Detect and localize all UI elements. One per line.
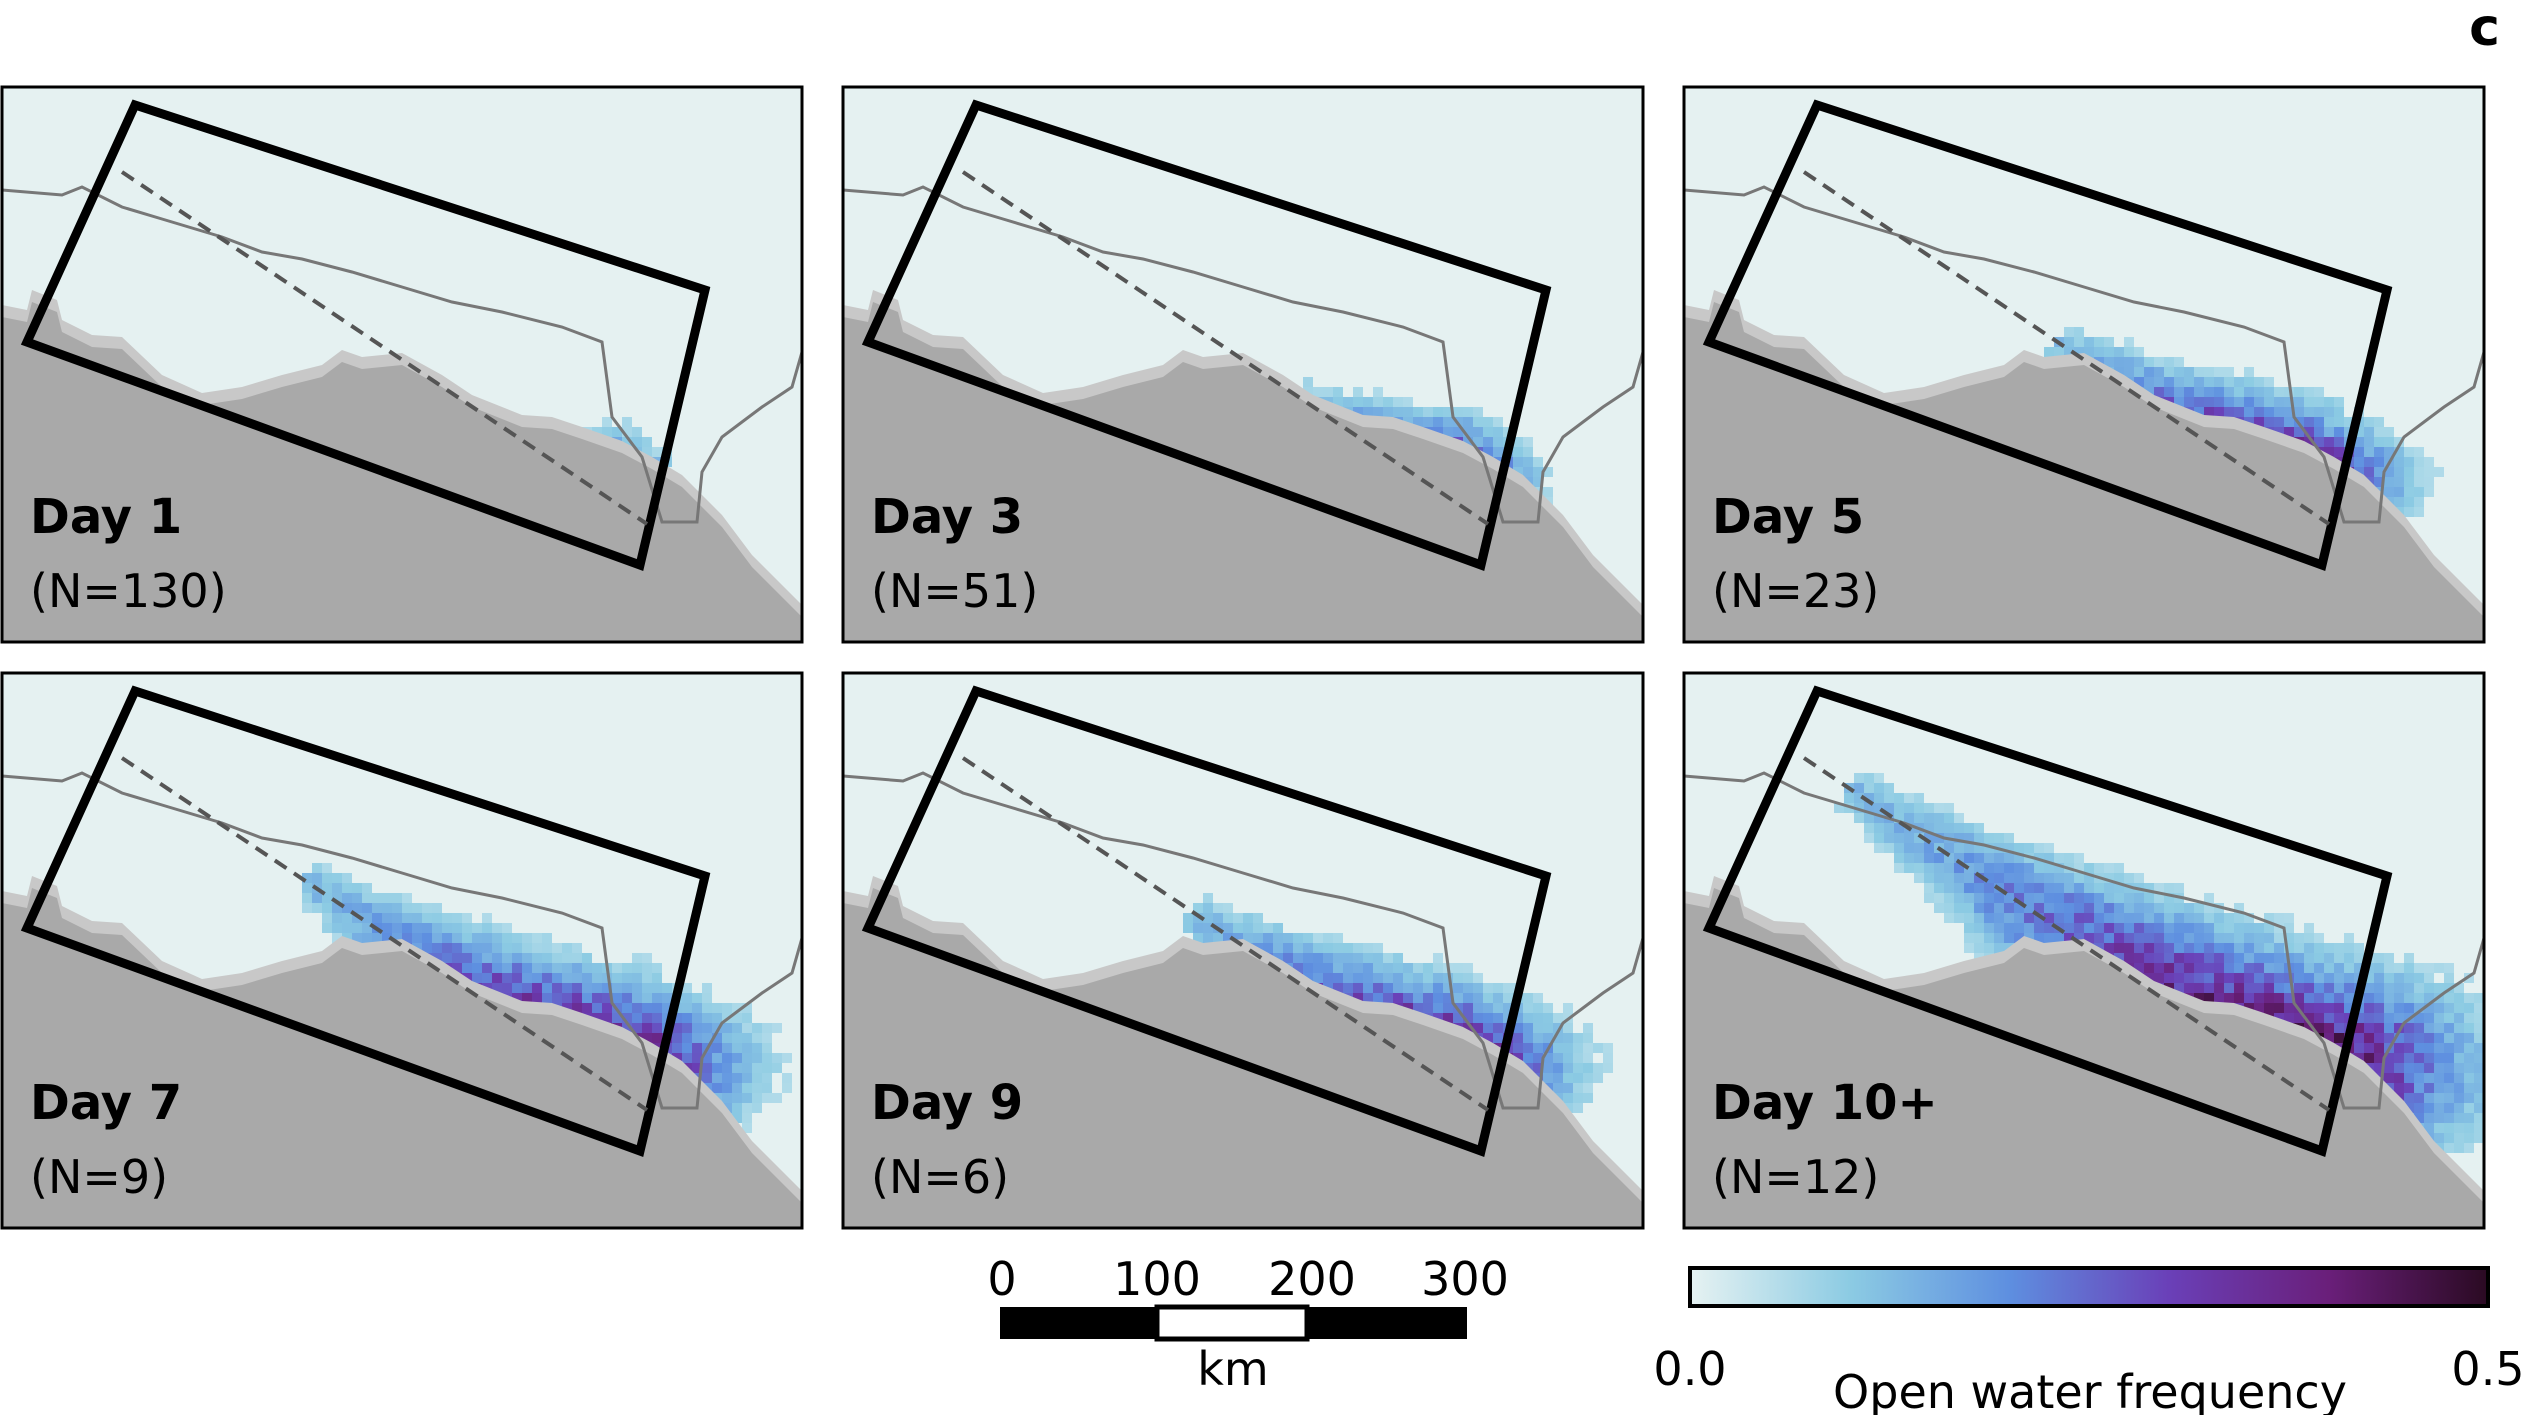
- map-panel-4: Day 9 (N=6): [841, 671, 1645, 1230]
- boundary-line: [843, 771, 1643, 1110]
- region-box: [861, 685, 1552, 1157]
- scale-tick-0: 0: [987, 1252, 1016, 1306]
- map-panel-2: Day 5 (N=23): [1682, 85, 2486, 644]
- boundary-line: [843, 185, 1643, 524]
- colorbar: 0.0 0.5 Open water frequency: [1653, 1266, 2522, 1415]
- scale-unit: km: [1197, 1342, 1268, 1396]
- scale-tick-100: 100: [1113, 1252, 1201, 1306]
- panel-count-label: (N=6): [871, 1150, 1009, 1204]
- land-mass: [1684, 888, 2484, 1228]
- region-box: [861, 99, 1552, 571]
- boundary-line: [1684, 185, 2484, 524]
- scale-bar-segment-0: [1000, 1307, 1157, 1339]
- boundary-line: [2, 185, 802, 524]
- panel-count-label: (N=12): [1712, 1150, 1879, 1204]
- land-mass: [2, 302, 802, 642]
- panel-frame: [1682, 85, 2486, 644]
- colorbar-title: Open water frequency: [1833, 1365, 2347, 1415]
- panel-day-label: Day 5: [1712, 489, 1864, 545]
- boundary-line: [1684, 771, 2484, 1110]
- map-panel-1: Day 3 (N=51): [841, 85, 1645, 644]
- track-line: [961, 756, 1490, 1112]
- land-mass: [843, 888, 1643, 1228]
- map-panel-0: Day 1 (N=130): [0, 85, 804, 644]
- panel-day-label: Day 1: [30, 489, 182, 545]
- region-box: [1702, 99, 2393, 571]
- panel-day-label: Day 10+: [1712, 1075, 1938, 1131]
- track-line: [120, 756, 649, 1112]
- figure-corner-letter: c: [2469, 0, 2500, 58]
- region-box: [20, 685, 711, 1157]
- panel-count-label: (N=9): [30, 1150, 168, 1204]
- panel-frame: [841, 671, 1645, 1230]
- panel-frame: [1682, 671, 2486, 1230]
- map-panel-5: Day 10+ (N=12): [1682, 671, 2486, 1230]
- colorbar-ramp: [1688, 1266, 2490, 1308]
- scale-bar-segment-2: [1307, 1307, 1467, 1339]
- panel-day-label: Day 9: [871, 1075, 1023, 1131]
- region-box: [20, 99, 711, 571]
- map-panel-3: Day 7 (N=9): [0, 671, 804, 1230]
- boundary-line: [2, 771, 802, 1110]
- track-line: [961, 170, 1490, 526]
- colorbar-min-label: 0.0: [1653, 1342, 1726, 1396]
- track-line: [1802, 170, 2331, 526]
- land-mass: [1684, 302, 2484, 642]
- panel-day-label: Day 7: [30, 1075, 182, 1131]
- panel-count-label: (N=130): [30, 564, 227, 618]
- track-line: [1802, 756, 2331, 1112]
- track-line: [120, 170, 649, 526]
- panel-frame: [0, 671, 804, 1230]
- scale-bar: 0 100 200 300 km: [987, 1252, 1509, 1396]
- land-mass: [2, 888, 802, 1228]
- region-box: [1702, 685, 2393, 1157]
- scale-tick-300: 300: [1421, 1252, 1509, 1306]
- colorbar-max-label: 0.5: [2451, 1342, 2522, 1396]
- map-panels: Day 1 (N=130) Day 3 (N=51) Day 5 (N=23) Day 7 (…: [0, 85, 2486, 1230]
- scale-tick-200: 200: [1268, 1252, 1356, 1306]
- panel-count-label: (N=23): [1712, 564, 1879, 618]
- panel-frame: [841, 85, 1645, 644]
- panel-count-label: (N=51): [871, 564, 1038, 618]
- panel-day-label: Day 3: [871, 489, 1023, 545]
- scale-bar-segment-1: [1154, 1304, 1310, 1342]
- land-mass: [843, 302, 1643, 642]
- panel-frame: [0, 85, 804, 644]
